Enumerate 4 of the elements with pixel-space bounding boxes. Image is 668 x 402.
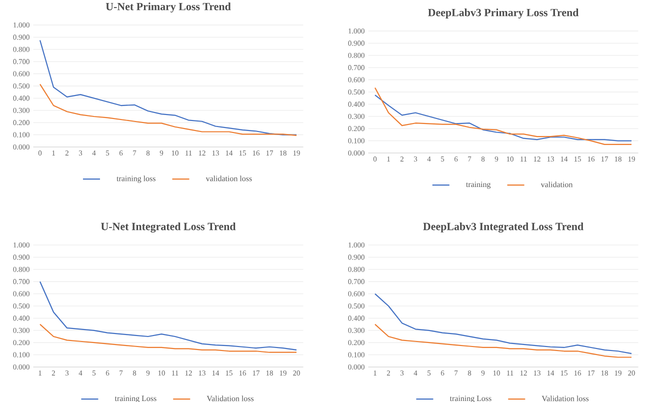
chart-title: DeepLabv3 Integrated Loss Trend bbox=[423, 222, 584, 233]
chart-title: U-Net Primary Loss Trend bbox=[106, 2, 231, 12]
chart-title: DeepLabv3 Primary Loss Trend bbox=[428, 8, 579, 18]
chart-title: U-Net Integrated Loss Trend bbox=[100, 222, 236, 233]
